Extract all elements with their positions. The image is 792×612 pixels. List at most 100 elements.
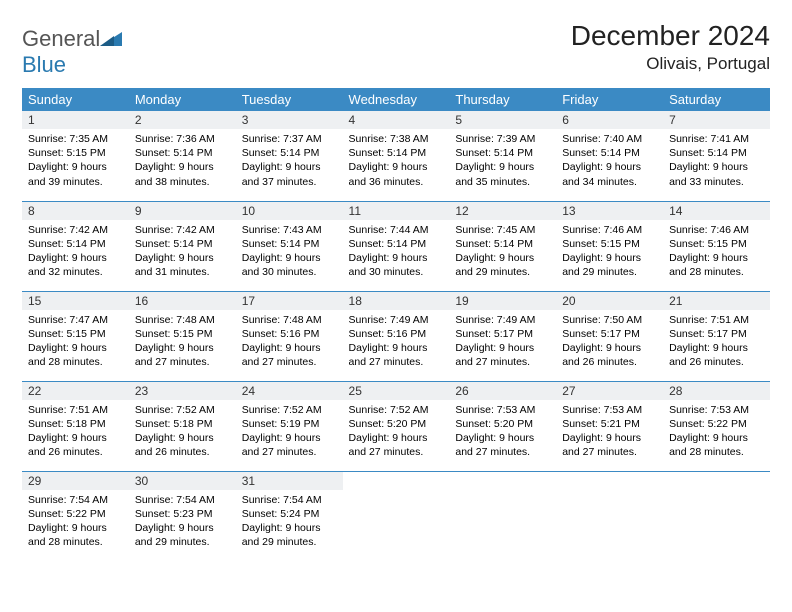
day-detail-line: and 29 minutes. <box>135 535 230 549</box>
calendar-cell: 7Sunrise: 7:41 AMSunset: 5:14 PMDaylight… <box>663 111 770 201</box>
day-detail-line: and 35 minutes. <box>455 175 550 189</box>
calendar-cell: 13Sunrise: 7:46 AMSunset: 5:15 PMDayligh… <box>556 201 663 291</box>
day-detail-line: Sunset: 5:14 PM <box>242 237 337 251</box>
day-detail-line: and 28 minutes. <box>28 535 123 549</box>
day-detail-line: Daylight: 9 hours <box>135 160 230 174</box>
calendar-table: Sunday Monday Tuesday Wednesday Thursday… <box>22 88 770 561</box>
calendar-cell: 18Sunrise: 7:49 AMSunset: 5:16 PMDayligh… <box>343 291 450 381</box>
day-detail-line: and 26 minutes. <box>28 445 123 459</box>
day-number: 13 <box>556 202 663 220</box>
day-detail-line: Daylight: 9 hours <box>242 521 337 535</box>
day-details: Sunrise: 7:43 AMSunset: 5:14 PMDaylight:… <box>236 220 343 286</box>
day-detail-line: Daylight: 9 hours <box>28 160 123 174</box>
day-detail-line: Sunrise: 7:54 AM <box>135 493 230 507</box>
weekday-header: Friday <box>556 88 663 111</box>
calendar-cell: 14Sunrise: 7:46 AMSunset: 5:15 PMDayligh… <box>663 201 770 291</box>
day-detail-line: Sunset: 5:14 PM <box>562 146 657 160</box>
header: General Blue December 2024 Olivais, Port… <box>22 20 770 78</box>
day-detail-line: and 27 minutes. <box>455 355 550 369</box>
day-detail-line: Sunrise: 7:45 AM <box>455 223 550 237</box>
day-detail-line: Daylight: 9 hours <box>242 341 337 355</box>
calendar-cell: 22Sunrise: 7:51 AMSunset: 5:18 PMDayligh… <box>22 381 129 471</box>
day-detail-line: and 29 minutes. <box>455 265 550 279</box>
day-detail-line: Daylight: 9 hours <box>455 251 550 265</box>
day-number: 1 <box>22 111 129 129</box>
day-number: 28 <box>663 382 770 400</box>
brand-logo: General Blue <box>22 20 122 78</box>
day-detail-line: Sunset: 5:22 PM <box>669 417 764 431</box>
calendar-cell: 28Sunrise: 7:53 AMSunset: 5:22 PMDayligh… <box>663 381 770 471</box>
day-number: 4 <box>343 111 450 129</box>
calendar-cell: 24Sunrise: 7:52 AMSunset: 5:19 PMDayligh… <box>236 381 343 471</box>
day-details: Sunrise: 7:41 AMSunset: 5:14 PMDaylight:… <box>663 129 770 195</box>
day-detail-line: Sunrise: 7:35 AM <box>28 132 123 146</box>
day-number: 8 <box>22 202 129 220</box>
calendar-row: 8Sunrise: 7:42 AMSunset: 5:14 PMDaylight… <box>22 201 770 291</box>
day-detail-line: Sunset: 5:17 PM <box>669 327 764 341</box>
calendar-cell: 29Sunrise: 7:54 AMSunset: 5:22 PMDayligh… <box>22 471 129 561</box>
day-detail-line: and 27 minutes. <box>349 445 444 459</box>
day-detail-line: Sunset: 5:17 PM <box>562 327 657 341</box>
day-details: Sunrise: 7:52 AMSunset: 5:18 PMDaylight:… <box>129 400 236 466</box>
day-number: 16 <box>129 292 236 310</box>
calendar-row: 1Sunrise: 7:35 AMSunset: 5:15 PMDaylight… <box>22 111 770 201</box>
day-detail-line: Sunrise: 7:53 AM <box>669 403 764 417</box>
calendar-cell <box>343 471 450 561</box>
day-detail-line: Daylight: 9 hours <box>349 431 444 445</box>
day-detail-line: Sunset: 5:14 PM <box>349 146 444 160</box>
day-detail-line: Daylight: 9 hours <box>669 341 764 355</box>
day-detail-line: Sunrise: 7:46 AM <box>669 223 764 237</box>
day-detail-line: Daylight: 9 hours <box>562 160 657 174</box>
day-detail-line: Sunset: 5:16 PM <box>349 327 444 341</box>
day-detail-line: Daylight: 9 hours <box>455 431 550 445</box>
day-details: Sunrise: 7:51 AMSunset: 5:18 PMDaylight:… <box>22 400 129 466</box>
calendar-row: 29Sunrise: 7:54 AMSunset: 5:22 PMDayligh… <box>22 471 770 561</box>
day-detail-line: and 36 minutes. <box>349 175 444 189</box>
calendar-cell <box>556 471 663 561</box>
calendar-cell <box>663 471 770 561</box>
weekday-header: Saturday <box>663 88 770 111</box>
day-detail-line: and 38 minutes. <box>135 175 230 189</box>
day-detail-line: Sunset: 5:16 PM <box>242 327 337 341</box>
calendar-cell: 27Sunrise: 7:53 AMSunset: 5:21 PMDayligh… <box>556 381 663 471</box>
calendar-cell: 2Sunrise: 7:36 AMSunset: 5:14 PMDaylight… <box>129 111 236 201</box>
day-details: Sunrise: 7:47 AMSunset: 5:15 PMDaylight:… <box>22 310 129 376</box>
day-detail-line: Sunrise: 7:38 AM <box>349 132 444 146</box>
calendar-cell: 21Sunrise: 7:51 AMSunset: 5:17 PMDayligh… <box>663 291 770 381</box>
day-detail-line: Sunset: 5:14 PM <box>28 237 123 251</box>
day-details: Sunrise: 7:53 AMSunset: 5:21 PMDaylight:… <box>556 400 663 466</box>
day-detail-line: Daylight: 9 hours <box>349 251 444 265</box>
calendar-cell: 16Sunrise: 7:48 AMSunset: 5:15 PMDayligh… <box>129 291 236 381</box>
day-detail-line: and 39 minutes. <box>28 175 123 189</box>
day-detail-line: Sunrise: 7:44 AM <box>349 223 444 237</box>
day-number: 14 <box>663 202 770 220</box>
title-block: December 2024 Olivais, Portugal <box>571 20 770 74</box>
day-detail-line: Daylight: 9 hours <box>669 160 764 174</box>
day-details: Sunrise: 7:37 AMSunset: 5:14 PMDaylight:… <box>236 129 343 195</box>
calendar-cell: 1 Sunrise: 7:35 AMSunset: 5:15 PMDaylight… <box>22 111 129 201</box>
day-details: Sunrise: 7:46 AMSunset: 5:15 PMDaylight:… <box>556 220 663 286</box>
day-number: 11 <box>343 202 450 220</box>
day-detail-line: Daylight: 9 hours <box>242 251 337 265</box>
day-detail-line: Daylight: 9 hours <box>455 341 550 355</box>
day-detail-line: Sunset: 5:20 PM <box>349 417 444 431</box>
day-detail-line: and 29 minutes. <box>562 265 657 279</box>
day-detail-line: Daylight: 9 hours <box>135 251 230 265</box>
day-detail-line: Sunrise: 7:52 AM <box>349 403 444 417</box>
day-detail-line: Sunrise: 7:46 AM <box>562 223 657 237</box>
calendar-row: 22Sunrise: 7:51 AMSunset: 5:18 PMDayligh… <box>22 381 770 471</box>
day-detail-line: Sunrise: 7:37 AM <box>242 132 337 146</box>
day-detail-line: Daylight: 9 hours <box>669 251 764 265</box>
day-number: 3 <box>236 111 343 129</box>
day-detail-line: Sunrise: 7:49 AM <box>455 313 550 327</box>
calendar-cell: 10Sunrise: 7:43 AMSunset: 5:14 PMDayligh… <box>236 201 343 291</box>
day-detail-line: Sunset: 5:14 PM <box>455 237 550 251</box>
day-detail-line: Sunset: 5:15 PM <box>28 146 123 160</box>
day-detail-line: Sunset: 5:14 PM <box>135 146 230 160</box>
day-number: 12 <box>449 202 556 220</box>
day-detail-line: Sunset: 5:24 PM <box>242 507 337 521</box>
day-detail-line: and 29 minutes. <box>242 535 337 549</box>
day-details: Sunrise: 7:49 AMSunset: 5:16 PMDaylight:… <box>343 310 450 376</box>
day-detail-line: Sunrise: 7:40 AM <box>562 132 657 146</box>
day-detail-line: and 34 minutes. <box>562 175 657 189</box>
